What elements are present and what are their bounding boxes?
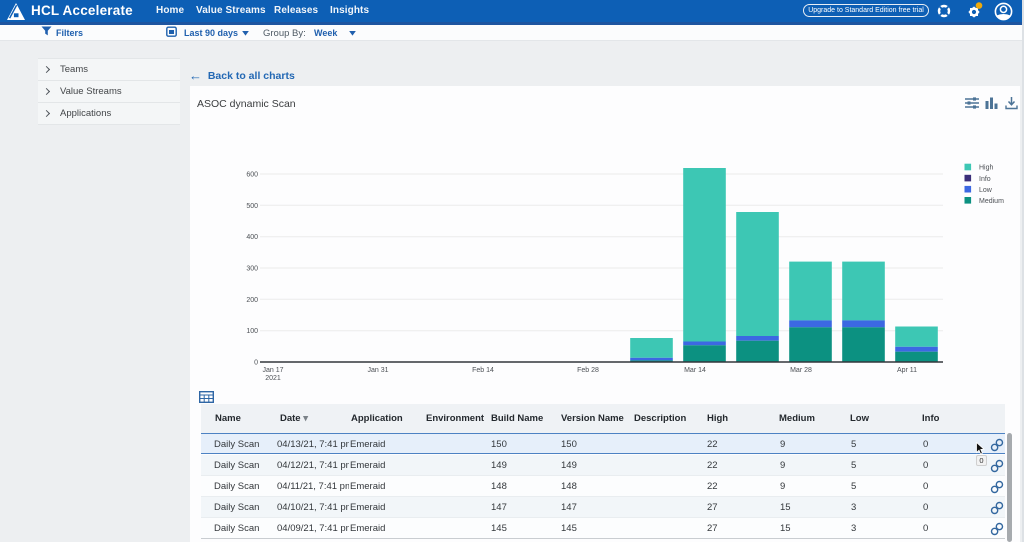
svg-text:500: 500 <box>246 203 258 210</box>
svg-text:Medium: Medium <box>979 198 1004 205</box>
svg-text:0: 0 <box>254 360 258 367</box>
svg-text:Low: Low <box>979 187 993 194</box>
svg-text:100: 100 <box>246 328 258 335</box>
svg-text:Mar 28: Mar 28 <box>790 367 812 374</box>
svg-text:Feb 14: Feb 14 <box>472 367 494 374</box>
svg-text:Apr 11: Apr 11 <box>897 367 917 374</box>
svg-text:300: 300 <box>246 266 258 273</box>
svg-text:600: 600 <box>246 172 258 179</box>
svg-text:Mar 14: Mar 14 <box>684 367 706 374</box>
svg-text:Jan 17: Jan 17 <box>262 367 283 374</box>
svg-text:200: 200 <box>246 297 258 304</box>
svg-text:Feb 28: Feb 28 <box>577 367 599 374</box>
svg-text:2021: 2021 <box>265 375 281 382</box>
svg-text:400: 400 <box>246 234 258 241</box>
svg-text:Jan 31: Jan 31 <box>367 367 388 374</box>
svg-text:Info: Info <box>979 176 991 183</box>
svg-text:High: High <box>979 165 994 172</box>
